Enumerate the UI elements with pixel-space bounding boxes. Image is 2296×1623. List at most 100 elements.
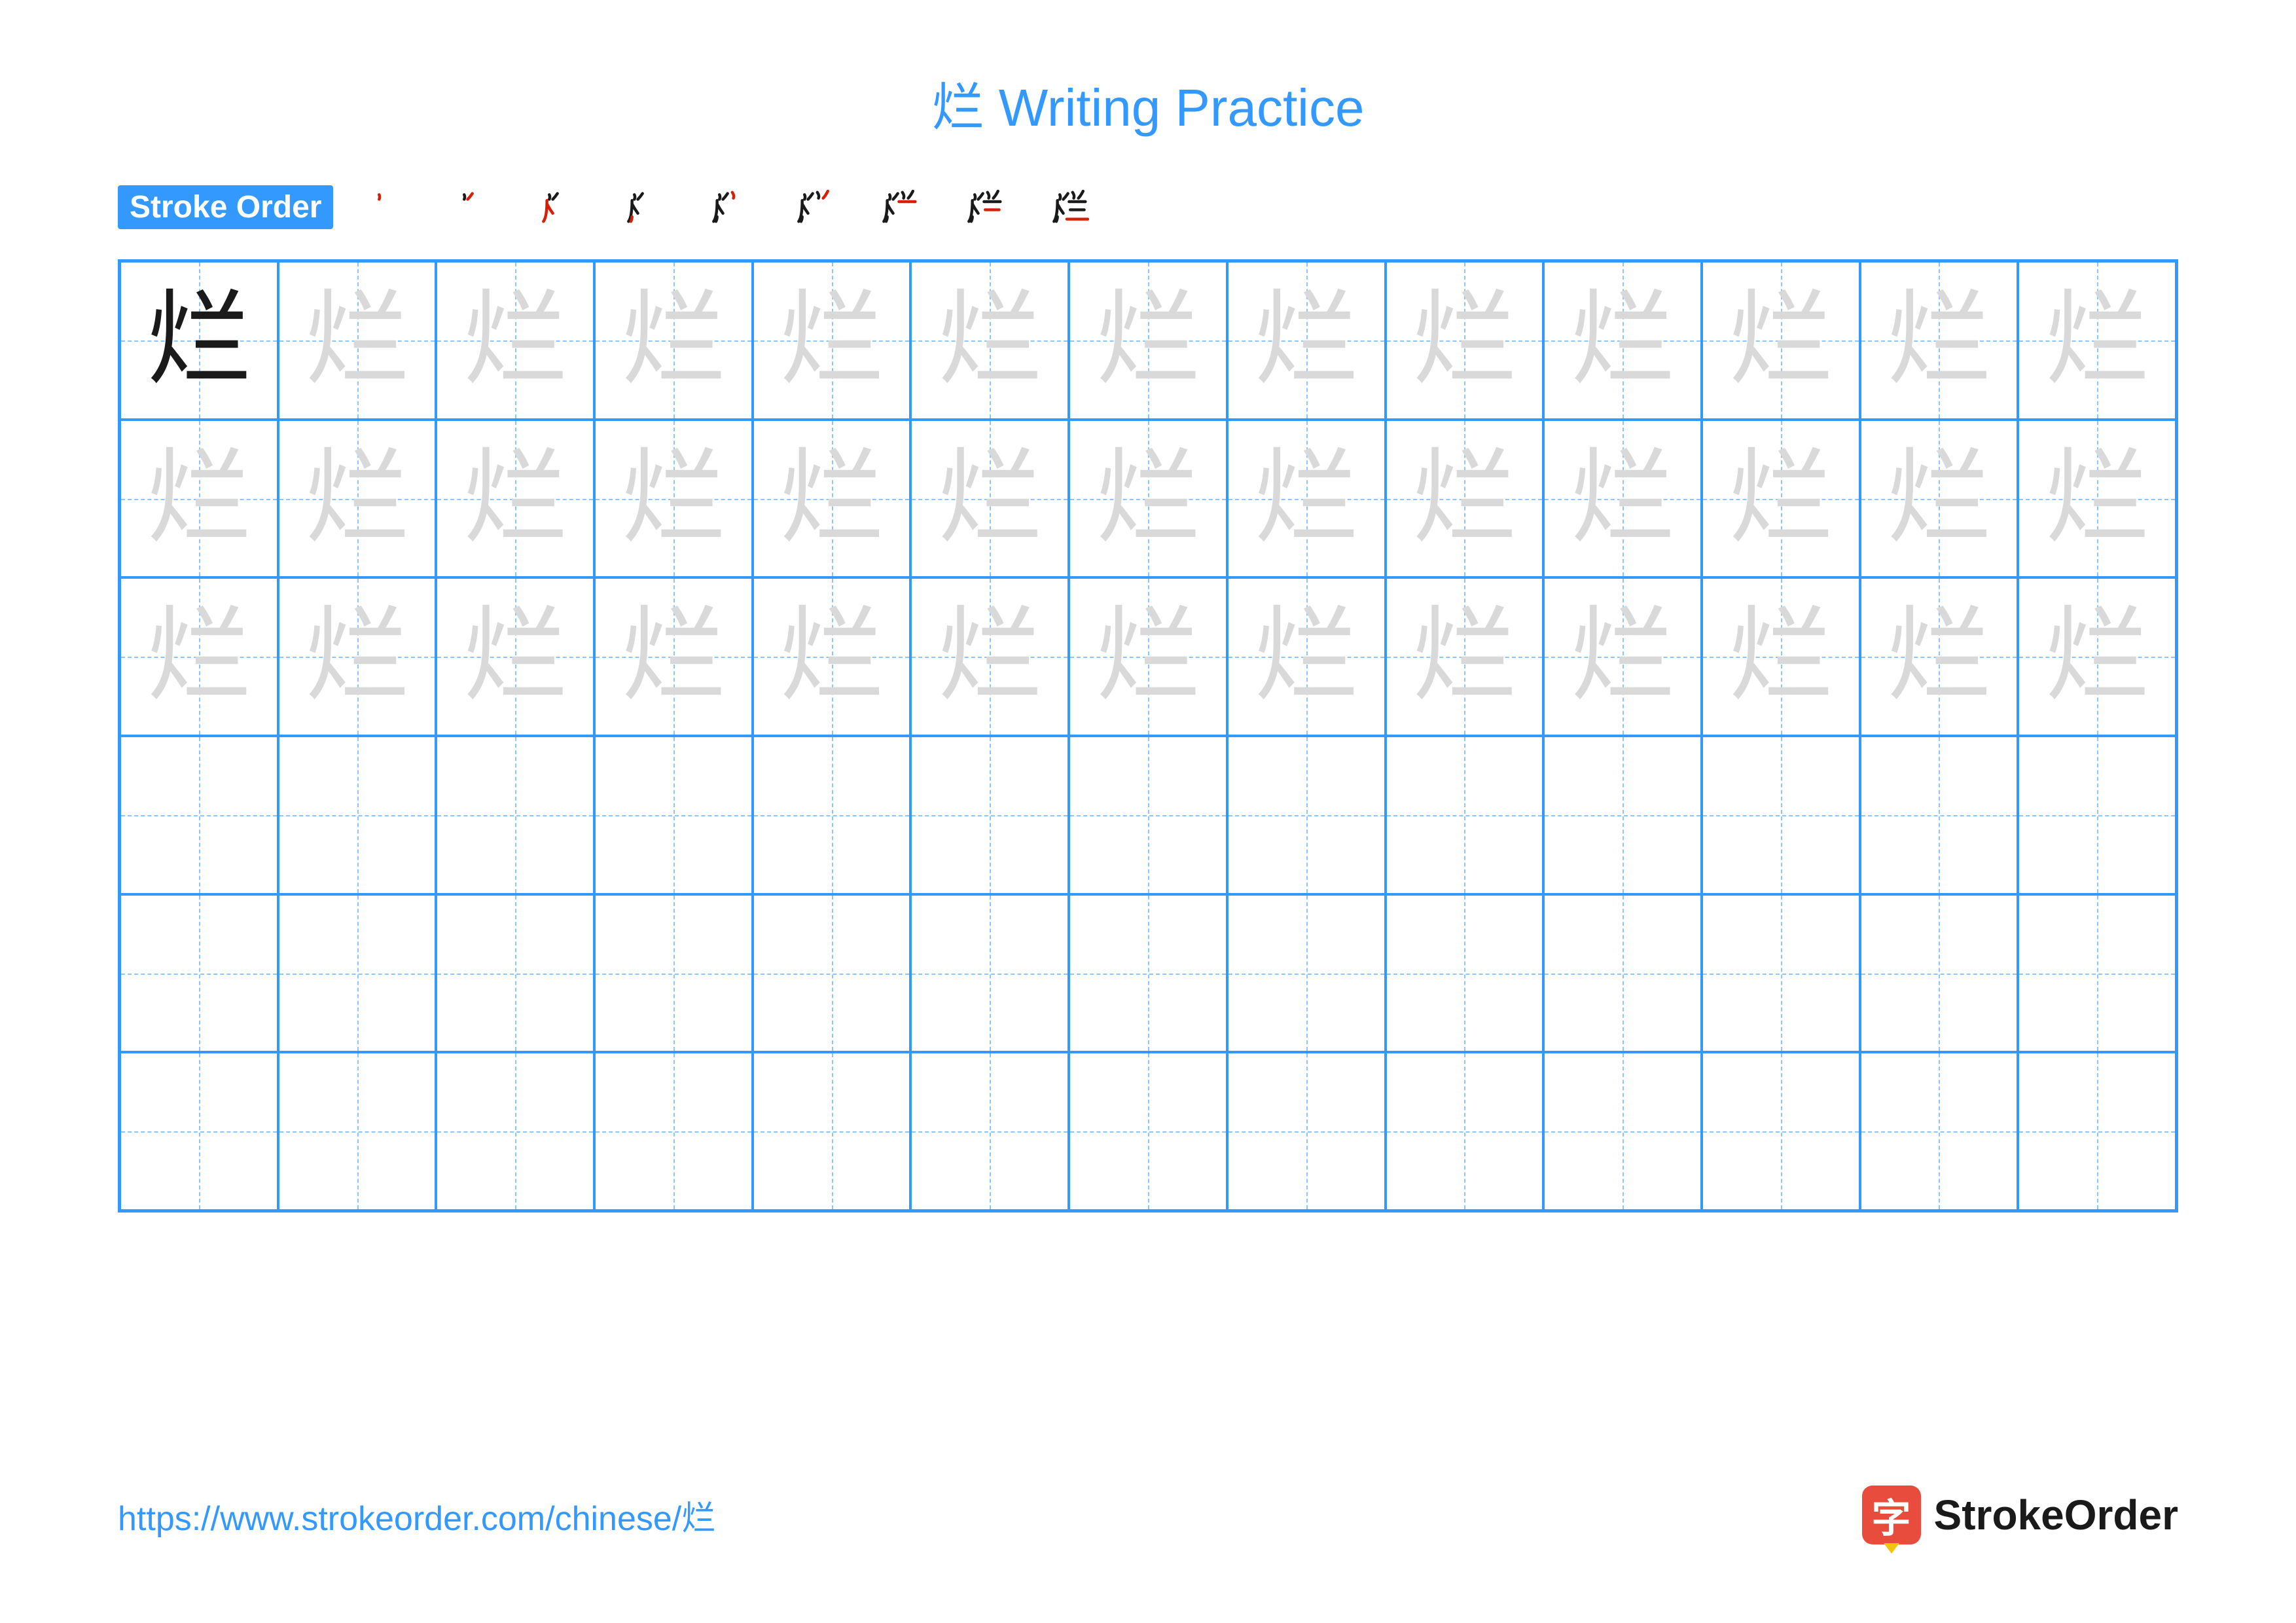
- trace-character: 烂: [463, 447, 567, 551]
- grid-cell: 烂: [1702, 577, 1860, 736]
- grid-row: 烂烂烂烂烂烂烂烂烂烂烂烂烂: [120, 577, 2176, 736]
- grid-cell: 烂: [1543, 261, 1702, 420]
- brand: 字 StrokeOrder: [1862, 1486, 2178, 1544]
- trace-character: 烂: [1886, 288, 1991, 393]
- grid-cell: 烂: [1069, 577, 1227, 736]
- grid-cell: [278, 894, 437, 1053]
- trace-character: 烂: [305, 604, 410, 709]
- trace-character: 烂: [1412, 288, 1516, 393]
- grid-cell: 烂: [594, 261, 753, 420]
- grid-cell: 烂: [1386, 261, 1544, 420]
- trace-character: 烂: [147, 447, 251, 551]
- stroke-step: [955, 181, 1007, 233]
- trace-character: 烂: [2045, 288, 2149, 393]
- grid-cell: 烂: [1227, 577, 1386, 736]
- grid-cell: 烂: [594, 420, 753, 578]
- grid-cell: 烂: [120, 577, 278, 736]
- grid-cell: [1860, 736, 2018, 894]
- grid-cell: 烂: [120, 420, 278, 578]
- trace-character: 烂: [1412, 604, 1516, 709]
- trace-character: 烂: [147, 288, 251, 393]
- trace-character: 烂: [780, 288, 884, 393]
- trace-character: 烂: [1096, 288, 1200, 393]
- trace-character: 烂: [1570, 447, 1675, 551]
- grid-row: 烂烂烂烂烂烂烂烂烂烂烂烂烂: [120, 261, 2176, 420]
- grid-cell: [1543, 736, 1702, 894]
- grid-cell: [278, 1052, 437, 1211]
- grid-cell: [2018, 1052, 2176, 1211]
- grid-cell: [1543, 1052, 1702, 1211]
- grid-cell: 烂: [1860, 420, 2018, 578]
- grid-cell: [120, 736, 278, 894]
- grid-cell: [1386, 736, 1544, 894]
- trace-character: 烂: [1412, 447, 1516, 551]
- grid-cell: [910, 1052, 1069, 1211]
- trace-character: 烂: [1886, 604, 1991, 709]
- grid-cell: 烂: [436, 577, 594, 736]
- stroke-steps: [359, 181, 1092, 233]
- grid-cell: [436, 894, 594, 1053]
- grid-cell: 烂: [1543, 420, 1702, 578]
- grid-cell: 烂: [278, 261, 437, 420]
- grid-cell: 烂: [1860, 577, 2018, 736]
- footer-url: https://www.strokeorder.com/chinese/烂: [118, 1491, 715, 1540]
- brand-text: StrokeOrder: [1934, 1491, 2178, 1539]
- grid-cell: 烂: [753, 420, 911, 578]
- grid-cell: 烂: [1386, 577, 1544, 736]
- grid-cell: 烂: [2018, 261, 2176, 420]
- grid-cell: 烂: [594, 577, 753, 736]
- grid-cell: [753, 894, 911, 1053]
- grid-cell: [436, 736, 594, 894]
- trace-character: 烂: [1570, 604, 1675, 709]
- grid-cell: [1227, 736, 1386, 894]
- stroke-step: [359, 181, 412, 233]
- grid-cell: 烂: [2018, 420, 2176, 578]
- grid-cell: 烂: [1069, 261, 1227, 420]
- grid-cell: 烂: [753, 261, 911, 420]
- trace-character: 烂: [305, 447, 410, 551]
- grid-cell: 烂: [910, 261, 1069, 420]
- grid-cell: [2018, 736, 2176, 894]
- trace-character: 烂: [937, 288, 1042, 393]
- grid-cell: [753, 736, 911, 894]
- grid-cell: 烂: [278, 577, 437, 736]
- footer: https://www.strokeorder.com/chinese/烂 字 …: [118, 1486, 2178, 1544]
- trace-character: 烂: [1254, 288, 1359, 393]
- page-title: 烂 Writing Practice: [118, 65, 2178, 141]
- trace-character: 烂: [1729, 604, 1833, 709]
- stroke-step: [870, 181, 922, 233]
- stroke-step: [785, 181, 837, 233]
- trace-character: 烂: [1254, 447, 1359, 551]
- grid-cell: 烂: [1702, 420, 1860, 578]
- stroke-step: [615, 181, 667, 233]
- grid-cell: [436, 1052, 594, 1211]
- stroke-order-label: Stroke Order: [118, 185, 333, 229]
- grid-cell: 烂: [436, 261, 594, 420]
- grid-cell: [910, 894, 1069, 1053]
- trace-character: 烂: [780, 604, 884, 709]
- trace-character: 烂: [1254, 604, 1359, 709]
- grid-cell: [278, 736, 437, 894]
- grid-cell: 烂: [436, 420, 594, 578]
- grid-cell: [1860, 894, 2018, 1053]
- stroke-order-row: Stroke Order: [118, 181, 2178, 233]
- brand-icon: 字: [1862, 1486, 1921, 1544]
- trace-character: 烂: [2045, 447, 2149, 551]
- grid-cell: 烂: [910, 420, 1069, 578]
- grid-cell: 烂: [1227, 420, 1386, 578]
- grid-cell: 烂: [910, 577, 1069, 736]
- grid-cell: [120, 1052, 278, 1211]
- trace-character: 烂: [1096, 604, 1200, 709]
- grid-cell: [594, 894, 753, 1053]
- trace-character: 烂: [621, 447, 726, 551]
- grid-row: [120, 736, 2176, 894]
- trace-character: 烂: [1729, 288, 1833, 393]
- grid-cell: 烂: [120, 261, 278, 420]
- grid-cell: 烂: [1860, 261, 2018, 420]
- trace-character: 烂: [1729, 447, 1833, 551]
- grid-cell: 烂: [278, 420, 437, 578]
- grid-cell: [594, 736, 753, 894]
- trace-character: 烂: [780, 447, 884, 551]
- trace-character: 烂: [1096, 447, 1200, 551]
- grid-row: [120, 1052, 2176, 1211]
